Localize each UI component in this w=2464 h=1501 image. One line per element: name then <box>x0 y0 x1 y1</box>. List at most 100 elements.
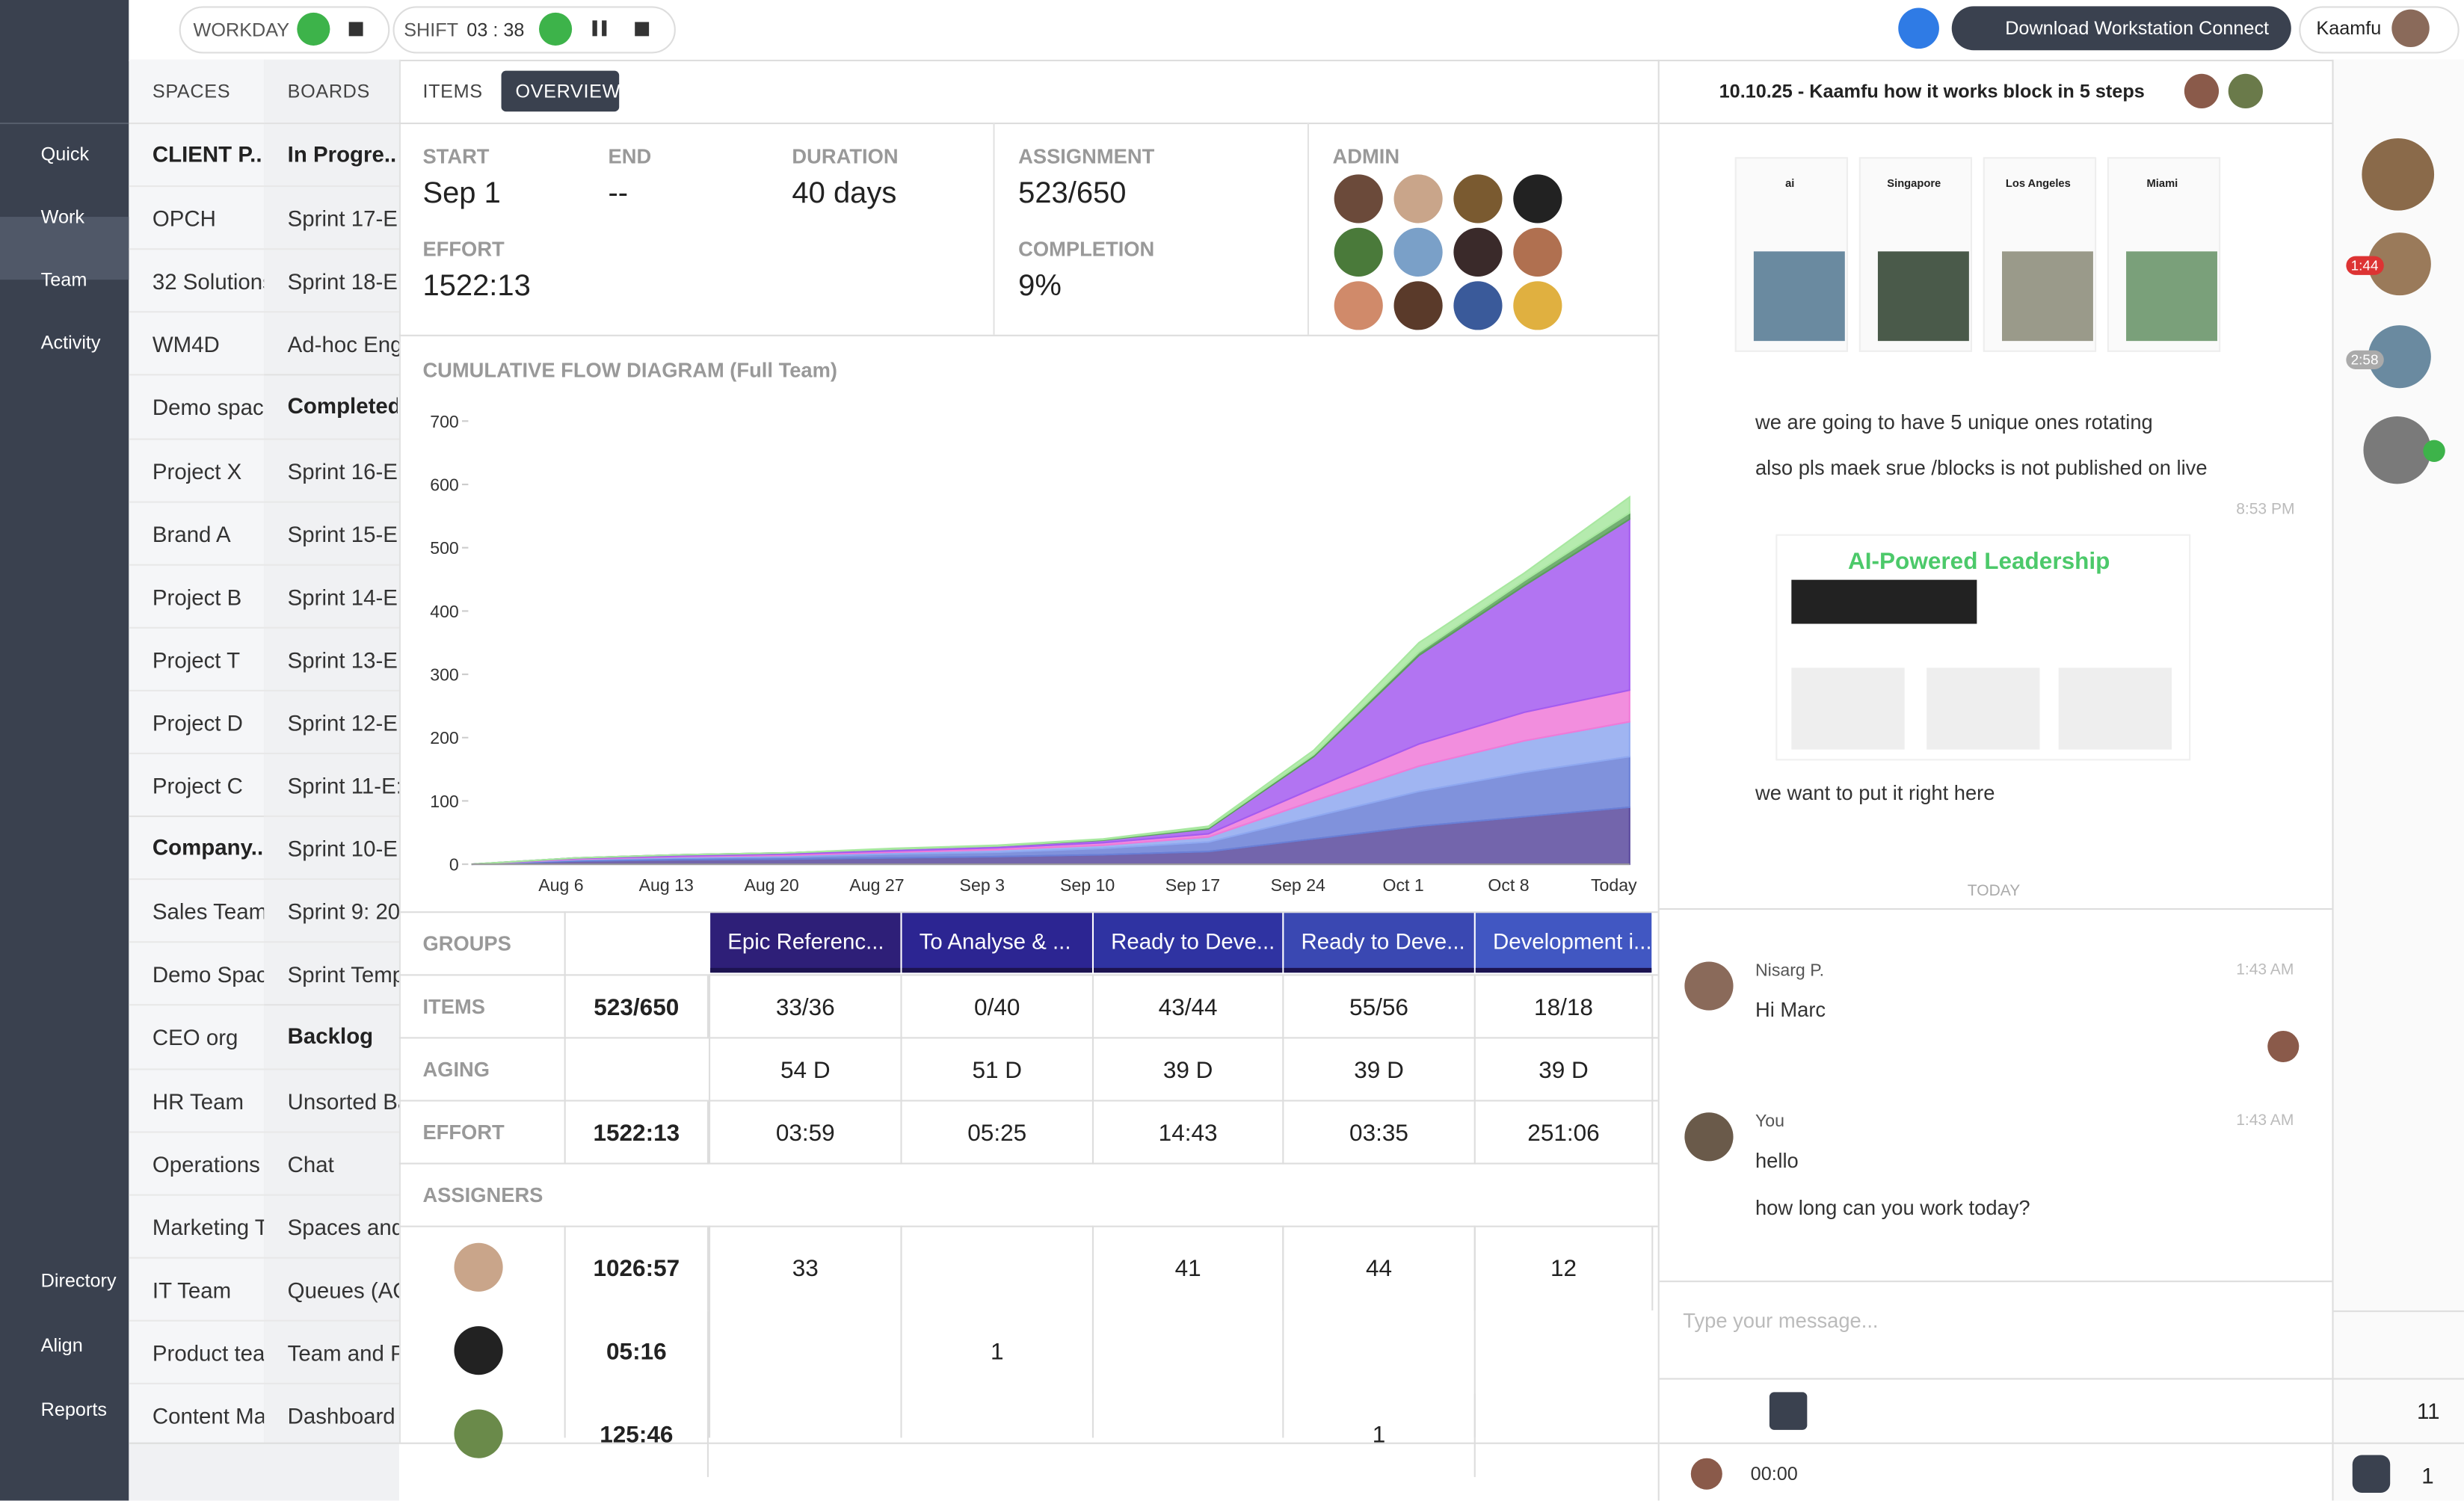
workday-pill[interactable] <box>179 6 390 54</box>
spaces-item[interactable]: Sales Team <box>152 899 265 925</box>
spaces-item[interactable]: Brand A <box>152 521 231 546</box>
group-header[interactable] <box>1094 913 1283 973</box>
boards-item[interactable]: Sprint 14-E: <box>287 584 399 609</box>
spaces-item[interactable]: Project X <box>152 457 242 484</box>
row-line <box>264 878 399 881</box>
nav-item[interactable]: Quick <box>40 143 90 165</box>
admin-avatar <box>1513 174 1562 224</box>
cell: 43/44 <box>1094 976 1284 1039</box>
boards-item[interactable]: Queues (AQ, <box>287 1277 399 1303</box>
spaces-item[interactable]: Project C <box>152 773 243 798</box>
nav-item[interactable]: Reports <box>40 1398 108 1421</box>
spaces-header[interactable]: SPACES <box>152 80 231 102</box>
row-line <box>264 1130 399 1132</box>
cell: 33/36 <box>710 976 902 1039</box>
nav-item[interactable]: Team <box>40 268 87 291</box>
boards-item[interactable]: Sprint 11-E: <box>287 773 399 798</box>
group-header[interactable] <box>1284 913 1474 973</box>
spaces-item[interactable]: IT Team <box>152 1277 232 1303</box>
boards-item[interactable]: Sprint 12-E: <box>287 709 399 736</box>
chart-title: CUMULATIVE FLOW DIAGRAM (Full Team) <box>422 358 838 382</box>
chat-tool-active[interactable] <box>1769 1392 1808 1430</box>
shift-pill[interactable] <box>392 6 676 54</box>
spaces-item[interactable]: Content Mar <box>152 1403 265 1428</box>
group-header[interactable] <box>902 913 1092 973</box>
nav-item[interactable]: Directory <box>40 1269 117 1292</box>
spaces-item[interactable]: CEO org <box>152 1025 238 1050</box>
rail-avatar <box>2363 416 2431 484</box>
boards-item[interactable]: Unsorted Ba <box>287 1088 399 1114</box>
city-name: Singapore <box>1887 179 1941 191</box>
admin-avatar <box>1453 174 1503 224</box>
boards-item[interactable]: Sprint 16-E: <box>287 457 399 484</box>
row-line <box>264 185 399 188</box>
chat-avatar <box>2184 73 2220 109</box>
spaces-item[interactable]: Marketing T <box>152 1214 265 1239</box>
group-header[interactable] <box>1475 913 1652 973</box>
chat-count[interactable]: 1 <box>2421 1462 2434 1488</box>
flag-count[interactable]: 11 <box>2416 1398 2440 1424</box>
tab-active[interactable] <box>501 70 620 112</box>
row-line <box>264 1319 399 1322</box>
boards-item[interactable]: Sprint 9: 202 <box>287 899 399 925</box>
call-avatar <box>1690 1458 1722 1490</box>
assigner-cell: 12 <box>1476 1227 1654 1311</box>
spaces-item[interactable]: Project T <box>152 647 241 673</box>
boards-header[interactable]: BOARDS <box>287 80 370 102</box>
boards-item[interactable]: Sprint 18-E: <box>287 268 399 295</box>
col-line <box>1091 1225 1094 1438</box>
boards-item[interactable]: Sprint 10-E: <box>287 836 399 862</box>
stop-button[interactable] <box>348 22 363 37</box>
boards-item[interactable]: Dashboard a <box>287 1403 399 1428</box>
spaces-item[interactable]: Project D <box>152 709 243 736</box>
tab[interactable]: ITEMS <box>422 80 483 102</box>
spaces-item[interactable]: WM4D <box>152 332 220 357</box>
bottom-line <box>1659 1442 2332 1444</box>
spaces-group[interactable]: Company... <box>152 834 263 860</box>
boards-item[interactable]: Sprint 17-E: <box>287 206 399 232</box>
chat-button[interactable] <box>2352 1455 2391 1493</box>
spaces-group[interactable]: CLIENT P... <box>152 141 263 167</box>
nav-item[interactable]: Work <box>40 206 85 228</box>
download-button[interactable] <box>1951 6 2291 51</box>
assigner-cell: 41 <box>1094 1227 1284 1311</box>
spaces-item[interactable]: Product tear <box>152 1340 265 1366</box>
spaces-item[interactable]: Operations <box>152 1150 260 1177</box>
table-line <box>398 911 1658 913</box>
boards-item[interactable]: Ad-hoc Engi <box>287 332 399 357</box>
row-line <box>264 563 399 566</box>
logo[interactable] <box>22 13 50 44</box>
group-name: To Analyse & ... <box>919 928 1071 954</box>
boards-item[interactable]: Spaces and <box>287 1214 399 1239</box>
boards-group[interactable]: In Progre... <box>287 141 398 167</box>
row-line <box>264 122 399 125</box>
cell: 251:06 <box>1476 1101 1654 1165</box>
spaces-item[interactable]: OPCH <box>152 206 216 232</box>
pause-button[interactable] <box>592 20 607 37</box>
spaces-item[interactable]: HR Team <box>152 1088 244 1114</box>
spaces-item[interactable]: Project B <box>152 584 242 609</box>
user-pill[interactable] <box>2299 6 2460 54</box>
chat-input[interactable]: Type your message... <box>1683 1308 1879 1333</box>
spaces-item[interactable]: Demo space <box>152 395 265 421</box>
nav-item[interactable]: Activity <box>40 331 101 354</box>
boards-item[interactable]: Team and P <box>287 1340 399 1366</box>
boards-group[interactable]: Backlog <box>287 1023 374 1049</box>
boards-item[interactable]: Sprint Temp <box>287 962 399 987</box>
tab[interactable]: OVERVIEW <box>515 80 621 102</box>
stat-value: -- <box>608 177 629 211</box>
cell: 03:35 <box>1284 1101 1476 1165</box>
boards-group[interactable]: Completed <box>287 393 398 419</box>
cell: 39 D <box>1476 1038 1654 1102</box>
spaces-item[interactable]: Demo Space <box>152 962 264 987</box>
row-label: GROUPS <box>422 931 511 956</box>
boards-item[interactable]: Sprint 13-E: <box>287 647 399 673</box>
boards-item[interactable]: Chat <box>287 1150 334 1177</box>
spaces-item[interactable]: 32 Solutions <box>152 268 265 295</box>
msg-author: You <box>1755 1112 1784 1132</box>
stop-button[interactable] <box>635 22 650 37</box>
nav-item[interactable]: Align <box>40 1334 83 1357</box>
chat-header-line <box>1659 122 2332 125</box>
boards-item[interactable]: Sprint 15-E: <box>287 521 399 546</box>
group-header[interactable] <box>710 913 901 973</box>
